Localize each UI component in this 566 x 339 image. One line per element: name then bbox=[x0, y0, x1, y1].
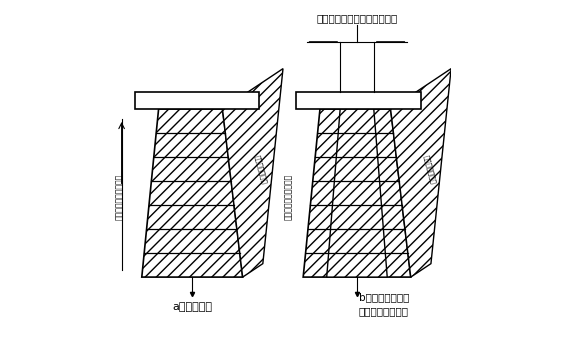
Polygon shape bbox=[327, 109, 387, 277]
Polygon shape bbox=[142, 109, 243, 277]
Polygon shape bbox=[391, 68, 451, 277]
Text: a（渐成式）: a（渐成式） bbox=[172, 302, 212, 312]
Bar bbox=[135, 92, 259, 109]
Text: 外圆齿升逐齿递增粗拉: 外圆齿升逐齿递增粗拉 bbox=[115, 173, 125, 220]
Text: 渐成式递增精拉: 渐成式递增精拉 bbox=[254, 154, 268, 185]
Bar bbox=[297, 92, 421, 109]
Polygon shape bbox=[303, 109, 411, 277]
Polygon shape bbox=[222, 68, 283, 277]
Text: b（渐成式粗拉与
同廓式精拉结合）: b（渐成式粗拉与 同廓式精拉结合） bbox=[359, 292, 409, 316]
Text: 外圆齿升逐齿递增粗拉: 外圆齿升逐齿递增粗拉 bbox=[284, 173, 293, 220]
Text: 两侧面齿升逐齿同步递增精拉: 两侧面齿升逐齿同步递增精拉 bbox=[316, 13, 397, 23]
Text: 同廓式递增精拉: 同廓式递增精拉 bbox=[422, 154, 436, 185]
